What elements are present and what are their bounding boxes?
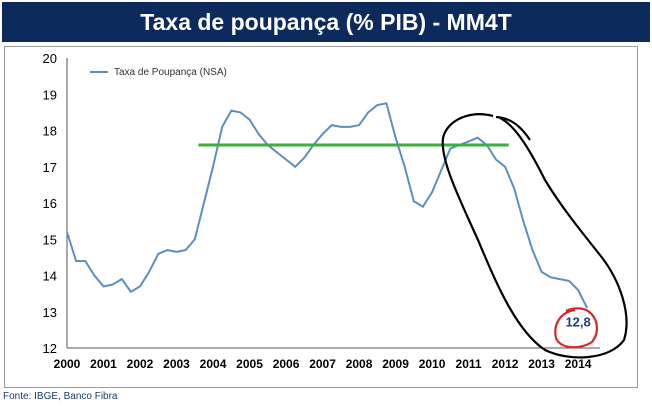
legend-label: Taxa de Poupança (NSA) <box>114 67 227 78</box>
series-group <box>66 102 589 309</box>
x-tick-label: 2014 <box>565 357 592 371</box>
x-tick-label: 2004 <box>200 357 227 371</box>
y-tick-labels: 12 13 14 15 16 17 18 19 20 <box>43 51 57 356</box>
y-tick-label: 16 <box>43 196 57 211</box>
x-tick-label: 2000 <box>54 357 81 371</box>
hand-drawn-red-circle <box>554 307 598 349</box>
x-tick-label: 2006 <box>273 357 300 371</box>
x-tick-label: 2009 <box>382 357 409 371</box>
chart-frame <box>4 46 638 388</box>
x-tick-label: 2002 <box>127 357 154 371</box>
x-tick-label: 2013 <box>528 357 555 371</box>
x-tick-label: 2010 <box>419 357 446 371</box>
y-tick-label: 19 <box>43 87 57 102</box>
y-tick-label: 17 <box>43 160 57 175</box>
x-tick-label: 2011 <box>456 357 482 371</box>
x-tick-label: 2012 <box>492 357 519 371</box>
hand-drawn-black-stroke <box>495 115 531 141</box>
series-line <box>66 102 589 309</box>
hand-drawn-black-circle <box>441 113 628 359</box>
x-tick-label: 2007 <box>309 357 336 371</box>
y-tick-label: 14 <box>43 269 57 284</box>
y-tick-label: 18 <box>43 124 57 139</box>
y-tick-label: 15 <box>43 232 57 247</box>
y-tick-label: 20 <box>43 51 57 66</box>
x-tick-label: 2003 <box>163 357 190 371</box>
source-note: Fonte: IBGE, Banco Fibra <box>3 391 118 402</box>
y-tick-label: 13 <box>43 305 57 320</box>
y-tick-label: 12 <box>43 341 57 356</box>
chart-title: Taxa de poupança (% PIB) - MM4T <box>2 2 650 42</box>
x-tick-labels: 2000 2001 2002 2003 2004 2005 2006 2007 2008 2009… <box>54 357 592 371</box>
value-callout: 12,8 <box>565 314 590 329</box>
x-tick-label: 2001 <box>90 357 117 371</box>
x-tick-label: 2005 <box>236 357 263 371</box>
x-tick-label: 2008 <box>346 357 373 371</box>
